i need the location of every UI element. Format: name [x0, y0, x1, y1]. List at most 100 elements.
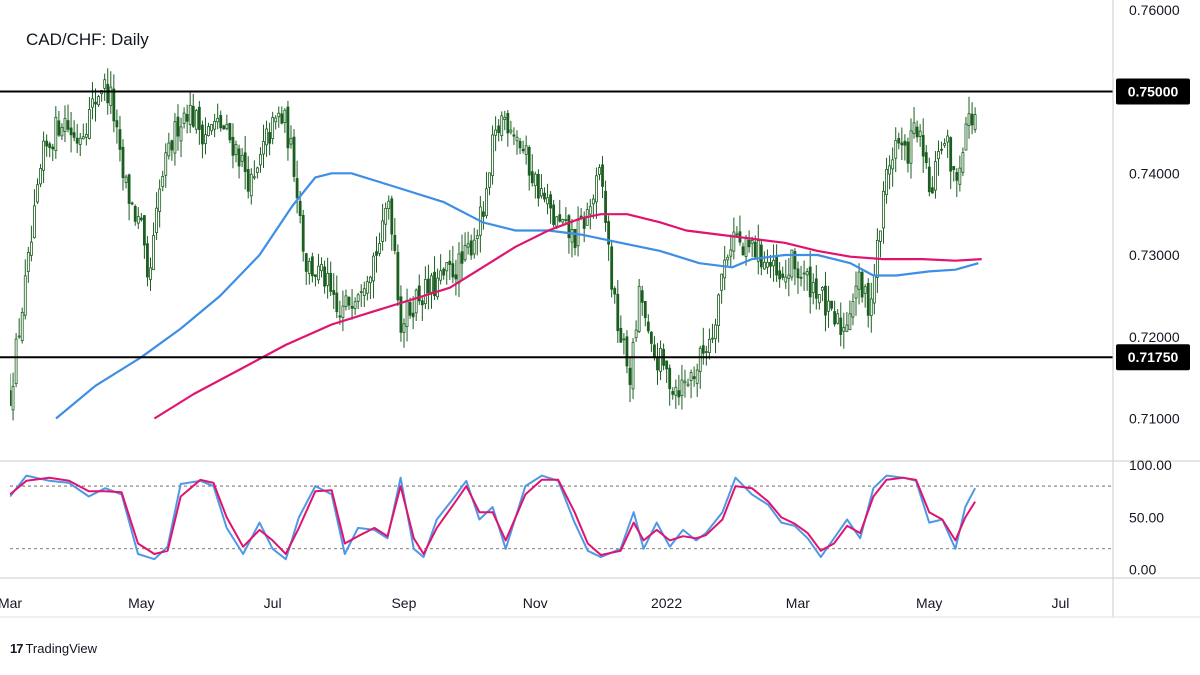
candle — [243, 135, 247, 190]
candle-body — [176, 116, 180, 137]
candle — [310, 252, 314, 283]
candle — [564, 207, 568, 224]
candle — [634, 320, 638, 342]
candle-body — [619, 327, 623, 343]
candle-body — [149, 267, 152, 280]
candle — [185, 104, 189, 134]
candle — [51, 143, 55, 161]
candle-body — [796, 268, 800, 279]
chart-title: CAD/CHF: Daily — [26, 30, 149, 49]
ma-pink-line — [153, 213, 982, 420]
time-tick-label: Nov — [523, 595, 548, 611]
candle-body — [26, 251, 30, 272]
candle — [393, 217, 397, 255]
stochastic-pane — [10, 474, 1113, 561]
candle-body — [729, 249, 733, 257]
candle-body — [937, 151, 940, 160]
candle — [964, 116, 968, 151]
candle — [161, 170, 165, 192]
candle-body — [674, 386, 678, 396]
candle — [775, 244, 779, 282]
candle-body — [423, 279, 427, 305]
candle-body — [930, 187, 934, 194]
candle-body — [314, 274, 317, 277]
candle — [84, 122, 88, 146]
candle — [637, 278, 641, 334]
candle-body — [573, 228, 577, 248]
tradingview-logo[interactable]: 17 TradingView — [10, 641, 97, 656]
candle — [42, 131, 45, 184]
price-tick-label: 0.71000 — [1129, 410, 1180, 426]
candle-body — [744, 238, 748, 257]
candle-body — [445, 262, 449, 272]
candle-body — [668, 367, 672, 390]
candle-body — [863, 286, 867, 294]
candle — [133, 204, 137, 226]
candle-body — [588, 206, 592, 215]
candle-body — [378, 243, 381, 254]
candle-body — [359, 291, 363, 294]
candle-body — [530, 171, 534, 184]
candle-body — [857, 271, 861, 290]
stoch-tick-label: 100.00 — [1129, 457, 1172, 473]
candle-body — [280, 113, 284, 124]
candle — [109, 71, 113, 114]
candle-body — [365, 281, 369, 294]
candle-body — [103, 79, 107, 89]
candle-body — [182, 112, 186, 124]
candle-body — [469, 240, 473, 256]
candle — [45, 134, 49, 157]
candle — [488, 172, 491, 196]
candle-body — [524, 145, 528, 155]
candle-body — [805, 271, 809, 276]
candle-body — [671, 391, 675, 395]
candle-body — [906, 141, 910, 164]
candle — [427, 264, 430, 310]
candle-body — [91, 98, 94, 108]
candle — [362, 281, 366, 308]
candle-body — [772, 259, 775, 267]
candle — [616, 279, 620, 343]
candle — [222, 124, 226, 130]
candle-body — [329, 273, 333, 292]
candle-body — [133, 206, 137, 222]
candle-body — [164, 152, 168, 176]
candle — [63, 105, 67, 142]
candle-body — [631, 342, 635, 390]
candle-body — [81, 136, 85, 140]
candle — [811, 273, 815, 305]
candle — [595, 167, 598, 219]
candle-body — [790, 249, 794, 278]
candle — [152, 222, 155, 271]
candle — [683, 369, 687, 398]
candle — [649, 331, 653, 352]
candle-body — [726, 256, 730, 261]
candle — [906, 137, 910, 173]
candle — [228, 122, 232, 144]
candle-body — [57, 120, 61, 136]
candle-body — [295, 178, 299, 199]
candle — [729, 234, 733, 268]
candle-body — [118, 129, 122, 150]
candle — [372, 252, 375, 299]
candle — [188, 92, 192, 134]
level-badge-label: 0.75000 — [1128, 84, 1179, 100]
candle — [643, 300, 647, 327]
candle — [827, 285, 830, 328]
candle — [937, 140, 940, 176]
candle — [127, 173, 131, 221]
candle — [769, 254, 772, 279]
candle — [72, 120, 76, 142]
candle — [353, 297, 357, 315]
candle — [439, 254, 443, 285]
candle — [78, 132, 82, 157]
candle-body — [213, 120, 217, 130]
candle-body — [262, 141, 265, 155]
candle-body — [643, 300, 647, 319]
candle-body — [714, 324, 717, 340]
candle-body — [952, 166, 956, 171]
candle — [201, 120, 204, 159]
candle-body — [170, 140, 174, 151]
candle-body — [372, 255, 375, 282]
candle-body — [601, 164, 604, 187]
